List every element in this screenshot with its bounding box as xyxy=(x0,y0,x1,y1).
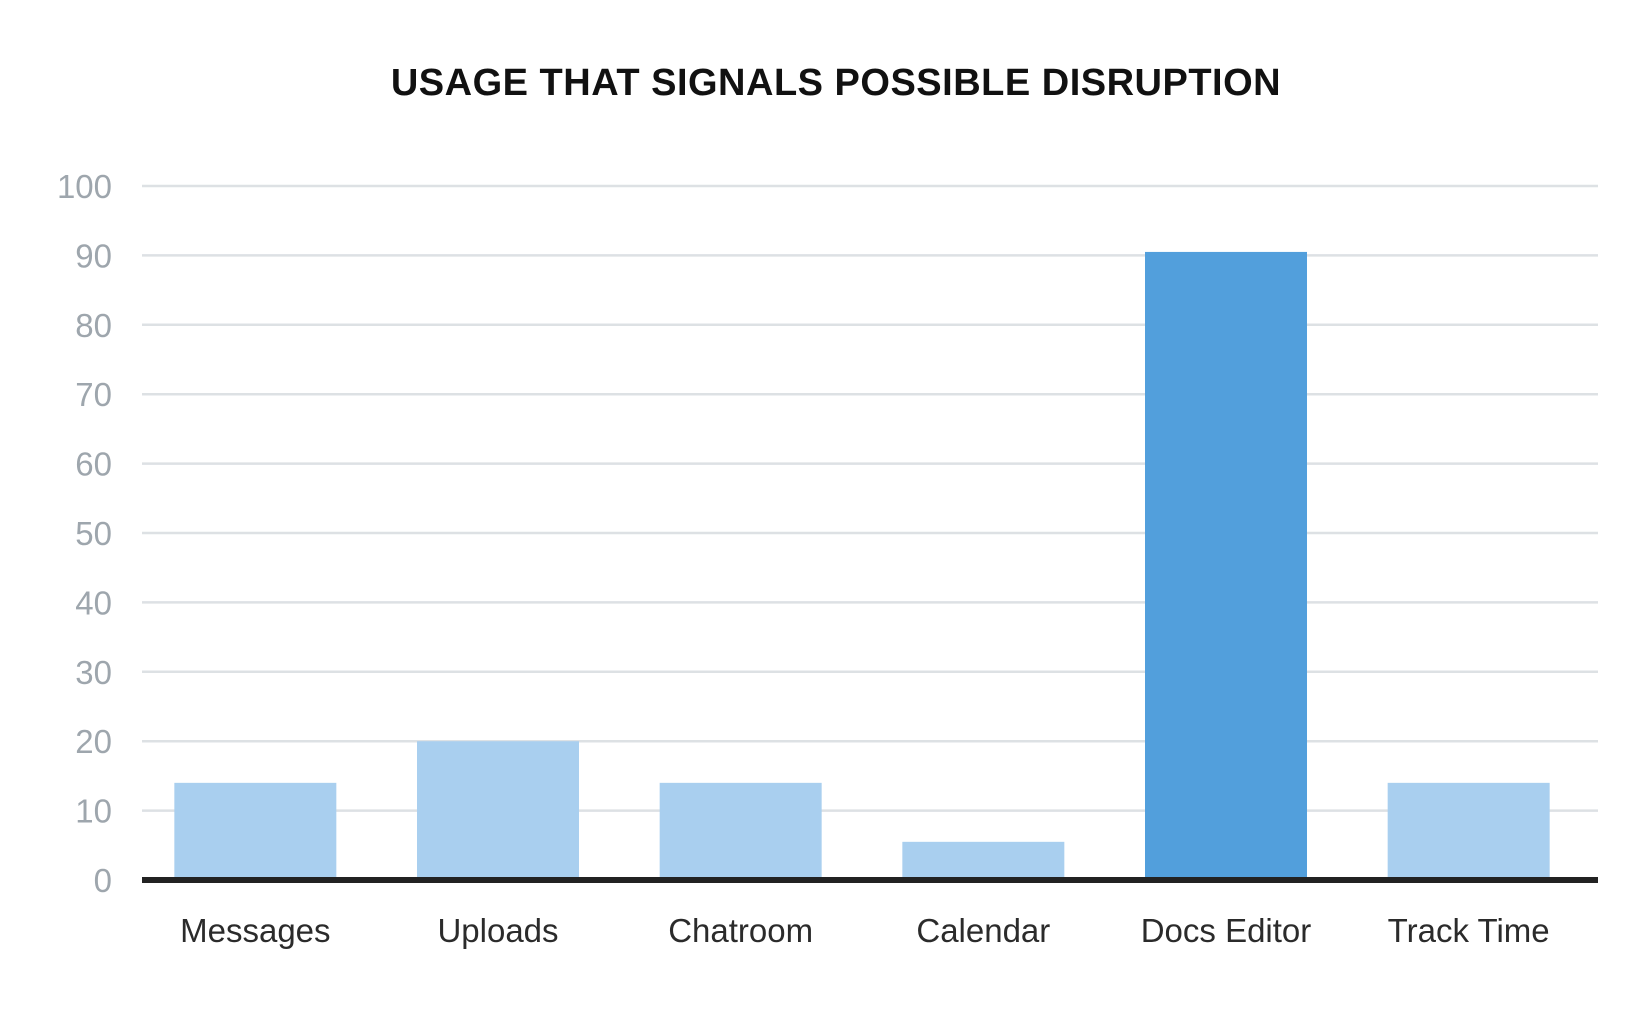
bar-track-time xyxy=(1387,782,1550,880)
y-tick-label: 20 xyxy=(75,723,112,760)
x-tick-label: Docs Editor xyxy=(1141,912,1312,949)
y-tick-label: 90 xyxy=(75,237,112,274)
x-tick-label: Track Time xyxy=(1388,912,1550,949)
y-tick-label: 60 xyxy=(75,446,112,483)
y-tick-label: 50 xyxy=(75,515,112,552)
y-tick-label: 80 xyxy=(75,307,112,344)
y-tick-label: 30 xyxy=(75,654,112,691)
bars xyxy=(174,251,1550,880)
y-tick-label: 10 xyxy=(75,793,112,830)
x-axis-labels: Messages Uploads Chatroom Calendar Docs Edit… xyxy=(180,912,1550,949)
x-tick-label: Chatroom xyxy=(668,912,813,949)
x-tick-label: Messages xyxy=(180,912,330,949)
bar-chatroom xyxy=(659,782,822,880)
bar-uploads xyxy=(417,741,579,880)
y-tick-label: 40 xyxy=(75,584,112,621)
bar-messages xyxy=(174,782,337,880)
y-axis-ticks: 0 10 20 30 40 50 60 70 80 90 100 xyxy=(57,168,112,899)
y-tick-label: 70 xyxy=(75,376,112,413)
x-tick-label: Uploads xyxy=(437,912,558,949)
chart-title: USAGE THAT SIGNALS POSSIBLE DISRUPTION xyxy=(390,62,1282,104)
x-tick-label: Calendar xyxy=(916,912,1050,949)
y-tick-label: 100 xyxy=(57,168,112,205)
bar-docs-editor xyxy=(1145,251,1307,880)
bar-calendar xyxy=(902,841,1065,880)
gridlines xyxy=(142,184,1598,812)
y-tick-label: 0 xyxy=(94,862,112,899)
